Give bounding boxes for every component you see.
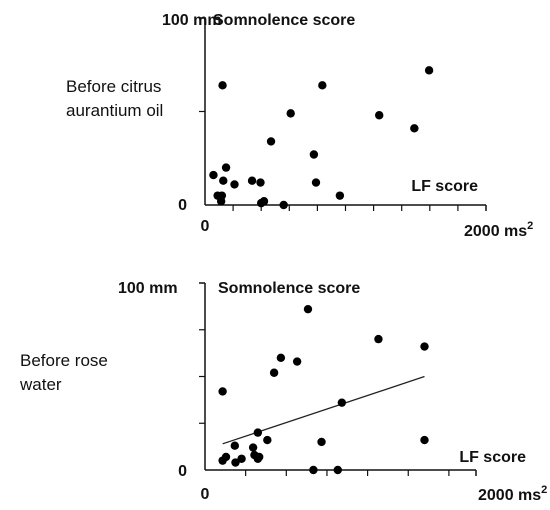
x-end-label: 2000 ms2 <box>464 220 533 240</box>
data-point <box>231 458 240 467</box>
data-point <box>269 368 279 377</box>
axis-ticks <box>199 282 477 476</box>
panel-label-line1: Before citrus <box>66 77 161 96</box>
data-point <box>311 178 321 187</box>
data-point <box>209 170 218 180</box>
x-axis-label: LF score <box>459 449 526 466</box>
data-point <box>237 454 246 463</box>
data-point <box>217 191 227 200</box>
y-top-label: 100 mm <box>162 12 222 29</box>
x-zero-label: 0 <box>201 218 210 235</box>
chart-title: Somnolence score <box>218 280 360 297</box>
data-point <box>292 357 302 366</box>
data-point <box>410 124 419 133</box>
data-point <box>259 197 269 206</box>
data-point <box>266 137 276 146</box>
x-end-label: 2000 ms2 <box>478 484 547 504</box>
data-point <box>303 304 313 314</box>
x-end-sup: 2 <box>541 484 547 496</box>
data-point <box>335 191 345 200</box>
data-point <box>248 443 258 452</box>
y-zero-label: 0 <box>178 463 187 480</box>
x-end-unit: 2000 ms <box>478 487 541 504</box>
data-point <box>230 180 239 189</box>
panel-label-line2: water <box>19 375 62 394</box>
data-point <box>276 353 286 362</box>
data-point <box>374 334 383 344</box>
data-point <box>247 176 257 185</box>
chart-title: Somnolence score <box>213 12 355 29</box>
data-point <box>333 465 342 475</box>
data-point <box>221 452 231 462</box>
scatter-points <box>209 66 434 210</box>
data-point <box>424 66 434 75</box>
axis-ticks <box>199 17 487 211</box>
data-point <box>375 111 384 120</box>
trend-line-group <box>222 375 425 445</box>
panel-label-line1: Before rose <box>20 351 108 370</box>
y-top-label: 100 mm <box>118 280 178 297</box>
data-point <box>318 81 327 90</box>
scatter-points <box>218 304 429 475</box>
data-point <box>230 441 240 450</box>
data-point <box>218 81 227 90</box>
x-zero-label: 0 <box>201 486 210 503</box>
data-point <box>219 176 228 185</box>
data-point <box>309 465 318 475</box>
data-point <box>420 435 429 445</box>
panel-rose-water: Before rose water 100 mm Somnolence scor… <box>19 280 547 504</box>
data-point <box>255 452 264 462</box>
data-point <box>279 200 288 210</box>
panel-label-line2: aurantium oil <box>66 101 163 120</box>
data-point <box>263 435 272 445</box>
trend-line <box>222 375 425 445</box>
data-point <box>218 387 227 396</box>
x-end-sup: 2 <box>527 220 533 232</box>
data-point <box>420 342 429 351</box>
data-point <box>337 398 347 407</box>
data-point <box>221 163 231 172</box>
data-point <box>256 178 265 187</box>
x-axis-label: LF score <box>411 178 478 195</box>
data-point <box>309 150 319 159</box>
data-point <box>317 437 326 447</box>
x-end-unit: 2000 ms <box>464 223 527 240</box>
data-point <box>253 428 263 437</box>
y-zero-label: 0 <box>178 197 187 214</box>
data-point <box>286 109 295 118</box>
panel-citrus-oil: Before citrus aurantium oil 100 mm Somno… <box>66 12 533 240</box>
